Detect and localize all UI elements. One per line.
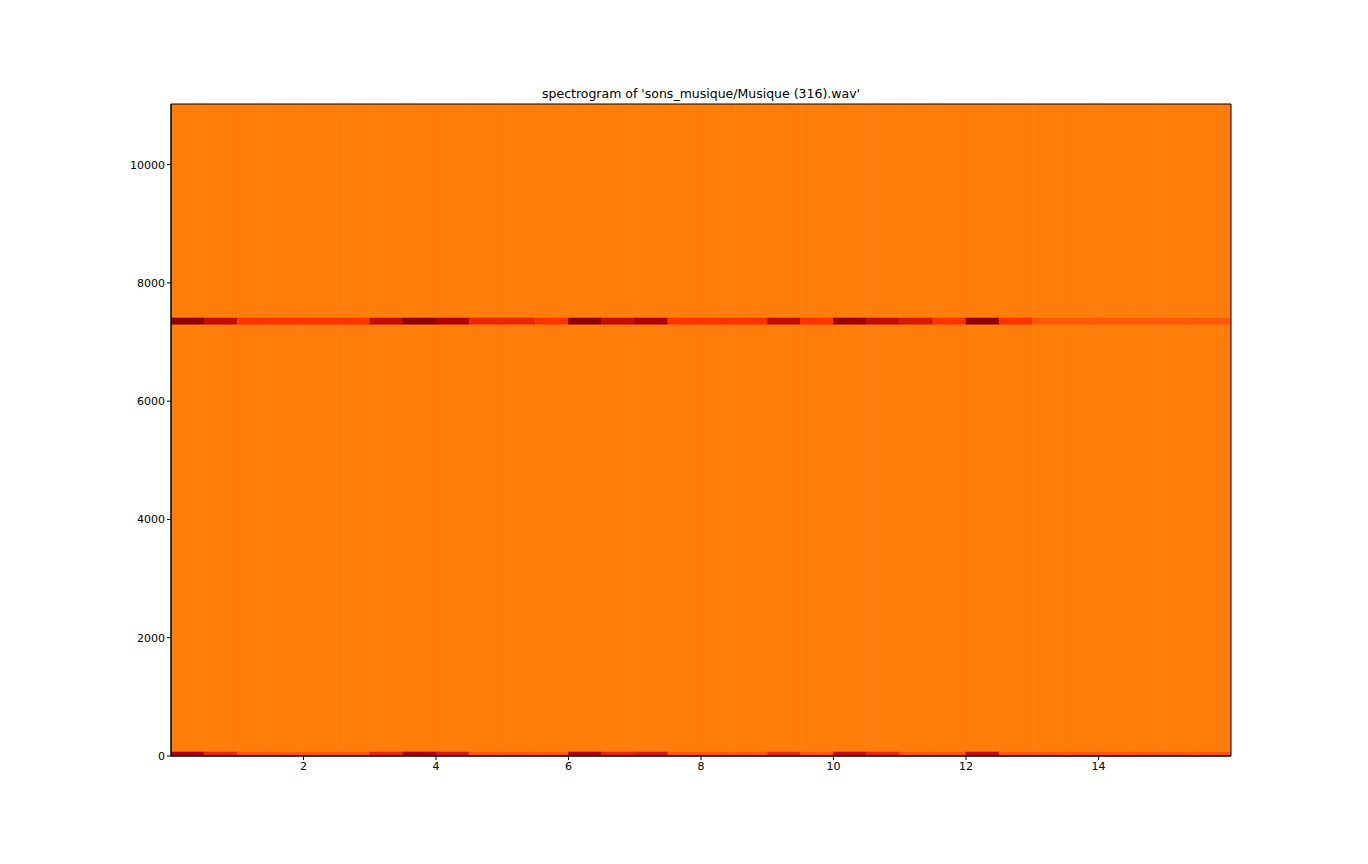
svg-text:2000: 2000 [137, 632, 165, 645]
svg-text:8: 8 [698, 760, 705, 773]
svg-text:8000: 8000 [137, 277, 165, 290]
svg-text:6: 6 [565, 760, 572, 773]
svg-text:6000: 6000 [137, 395, 165, 408]
svg-text:14: 14 [1092, 760, 1106, 773]
html-text:spectrogram of 'sons_musique/M: spectrogram of 'sons_musique/Musique (31… [542, 86, 860, 101]
svg-text:4: 4 [433, 760, 440, 773]
svg-text:10: 10 [827, 760, 841, 773]
svg-text:12: 12 [959, 760, 973, 773]
svg-text:4000: 4000 [137, 513, 165, 526]
svg-text:0: 0 [158, 750, 165, 763]
svg-text:10000: 10000 [130, 159, 165, 172]
svg-text:2: 2 [300, 760, 307, 773]
